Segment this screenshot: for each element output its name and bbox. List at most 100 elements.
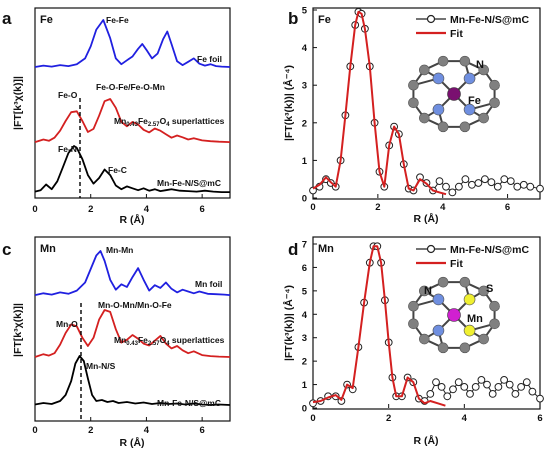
- b-ytick-label: 5: [302, 6, 308, 17]
- panel-d-legend: Mn-Fe-N/S@mC Fit: [416, 244, 529, 270]
- d-ytick-label: 5: [302, 286, 308, 297]
- panel-a-frame: [34, 7, 231, 199]
- ann-mn-o: Mn-O: [56, 319, 78, 329]
- panel-d-ylabel: |FT(k³(k))| (Å⁻⁴): [282, 285, 295, 361]
- b-xtick-label: 0: [310, 202, 315, 213]
- carbon-atom: [408, 97, 419, 109]
- d-sample-point: [483, 380, 491, 389]
- d-sample-point: [449, 385, 457, 394]
- panel-c-curves: [34, 250, 231, 406]
- d-ytick-label: 7: [302, 240, 307, 251]
- d-ytick-label: 4: [302, 310, 308, 321]
- nitrogen-atom: [432, 293, 445, 306]
- carbon-atom: [459, 276, 471, 288]
- panel-a-curves: [34, 19, 231, 193]
- d-sample-point: [505, 380, 514, 389]
- panel-c-frame: [34, 236, 231, 422]
- legend-b-fit: Fit: [450, 28, 463, 40]
- nitrogen-atom: [432, 103, 445, 116]
- d-sample-point: [528, 387, 537, 396]
- d-sample-point: [517, 383, 525, 391]
- panel-d-xlabel: R (Å): [413, 434, 438, 447]
- d-sample-point: [511, 390, 520, 398]
- b-xtick-label: 4: [440, 202, 446, 213]
- b-xtick-label: 6: [505, 202, 510, 213]
- ann-mn-mn: Mn-Mn: [106, 245, 133, 255]
- panel-c-ylabel: |FT[k³χ(k)]|: [12, 303, 24, 357]
- carbon-atom: [419, 285, 430, 297]
- b-sample-point: [455, 182, 463, 191]
- panel-b-frame: [312, 7, 541, 200]
- carbon-atom: [459, 342, 471, 354]
- label-fe-foil: Fe foil: [197, 54, 222, 64]
- panel-b-element: Fe: [318, 14, 331, 26]
- b-ytick-label: 2: [302, 118, 307, 129]
- a-xtick-label: 2: [88, 204, 93, 215]
- b-sample-point: [506, 177, 515, 186]
- d-ytick-label: 1: [302, 380, 308, 391]
- carbon-atom: [419, 64, 430, 76]
- b-sample-point: [536, 184, 544, 193]
- a-series-1: [34, 98, 231, 143]
- b-sample-point: [500, 175, 509, 184]
- ann-fe-o-fe: Fe-O-Fe/Fe-O-Mn: [96, 82, 165, 92]
- b-ytick-label: 3: [302, 81, 307, 92]
- ann-fe-n: Fe-N: [58, 144, 77, 154]
- panel-b-ticks: 0 2 4 6 0 1 2 3 4 5: [302, 6, 511, 214]
- d-sample-point: [471, 383, 480, 391]
- panel-b-label: b: [288, 9, 298, 28]
- panel-d-element: Mn: [318, 243, 334, 255]
- panel-c-element: Mn: [40, 243, 56, 255]
- ann-fe-c: Fe-C: [108, 165, 127, 175]
- inset-d-s-label: S: [486, 283, 493, 295]
- b-sample-point: [435, 177, 444, 186]
- a-series-2: [34, 145, 230, 193]
- ann-mn-ns: Mn-N/S: [86, 361, 116, 371]
- label-c-superlattice: Mn0.43Fe2.57O4 superlattices: [114, 335, 225, 347]
- legend-d-sample-marker: [426, 244, 436, 254]
- a-xtick-label: 6: [199, 204, 204, 215]
- c-series-2: [34, 355, 231, 406]
- legend-b-sample-marker: [426, 14, 436, 24]
- c-xtick-label: 2: [88, 425, 93, 436]
- carbon-atom: [437, 121, 449, 133]
- d-sample-point: [488, 390, 497, 398]
- ann-fe-o: Fe-O: [58, 90, 78, 100]
- b-sample-point: [487, 178, 496, 187]
- d-sample-point: [426, 390, 435, 398]
- label-mn-foil: Mn foil: [195, 279, 222, 289]
- d-sample-point: [536, 394, 544, 403]
- label-a-sample: Mn-Fe-N/S@mC: [157, 178, 221, 188]
- carbon-atom: [478, 112, 489, 124]
- b-ytick-label: 1: [302, 156, 308, 167]
- panel-c: c Mn |FT[k³χ(k)]| R (Å) 0 2 4 6 Mn-Mn Mn-O-…: [2, 236, 231, 449]
- d-sample-point: [443, 392, 452, 401]
- b-sample-point: [513, 182, 522, 191]
- d-ytick-label: 6: [302, 263, 307, 274]
- inset-b-n-label: N: [476, 59, 484, 71]
- carbon-atom: [489, 318, 500, 330]
- panel-a-element: Fe: [40, 14, 53, 26]
- b-sample-point: [493, 182, 502, 191]
- b-sample-point: [474, 179, 483, 187]
- carbon-atom: [459, 55, 471, 67]
- carbon-atom: [478, 333, 489, 345]
- panel-a-ylabel: |FT[k³χ(k)]|: [12, 76, 24, 130]
- b-sample-point: [309, 186, 317, 195]
- carbon-atom: [437, 276, 449, 288]
- d-ytick-label: 0: [302, 404, 307, 415]
- d-sample-point: [477, 376, 486, 384]
- d-ytick-label: 3: [302, 333, 307, 344]
- c-xtick-label: 4: [144, 425, 150, 436]
- c-series-0: [34, 250, 231, 296]
- b-xtick-label: 2: [375, 202, 380, 213]
- ann-fe-fe: Fe-Fe: [106, 15, 129, 25]
- carbon-atom: [459, 121, 471, 133]
- b-sample-point: [526, 182, 535, 191]
- d-ytick-label: 2: [302, 357, 307, 368]
- carbon-atom: [408, 79, 419, 91]
- d-xtick-label: 0: [310, 413, 315, 424]
- label-c-sample: Mn-Fe-N/S@mC: [157, 398, 221, 408]
- nitrogen-atom: [432, 72, 445, 85]
